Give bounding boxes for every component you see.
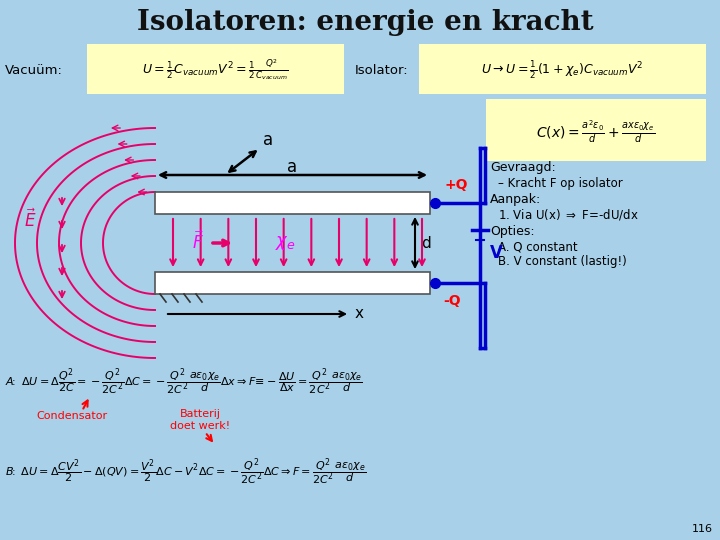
Text: A. Q constant: A. Q constant: [498, 240, 577, 253]
Text: $C(x) = \frac{a^2\varepsilon_0}{d} + \frac{ax\varepsilon_0\chi_e}{d}$: $C(x) = \frac{a^2\varepsilon_0}{d} + \fr…: [536, 119, 656, 145]
Text: a: a: [263, 131, 273, 149]
Bar: [155, 192, 430, 214]
Text: Opties:: Opties:: [490, 226, 535, 239]
Text: +Q: +Q: [445, 178, 469, 192]
Text: B. V constant (lastig!): B. V constant (lastig!): [498, 255, 626, 268]
FancyBboxPatch shape: [486, 99, 706, 161]
Text: Batterij
doet werk!: Batterij doet werk!: [170, 409, 230, 431]
Text: Isolator:: Isolator:: [355, 64, 409, 77]
Text: -Q: -Q: [443, 294, 461, 308]
Text: 1. Via U(x) $\Rightarrow$ F=-dU/dx: 1. Via U(x) $\Rightarrow$ F=-dU/dx: [498, 207, 639, 222]
Text: d: d: [421, 235, 431, 251]
Text: Vacuüm:: Vacuüm:: [5, 64, 63, 77]
Text: $U = \frac{1}{2}C_{vacuum}V^2 = \frac{1}{2}\frac{Q^2}{C_{vacuum}}$: $U = \frac{1}{2}C_{vacuum}V^2 = \frac{1}…: [142, 58, 288, 83]
Text: 116: 116: [692, 524, 713, 534]
Text: $A\!\!:\ \Delta U = \Delta\dfrac{Q^2}{2C} = -\dfrac{Q^2}{2C^2}\Delta C = -\dfrac: $A\!\!:\ \Delta U = \Delta\dfrac{Q^2}{2C…: [5, 367, 363, 397]
Text: a: a: [287, 158, 297, 176]
Text: $U \rightarrow U = \frac{1}{2}(1+\chi_e)C_{vacuum}V^2$: $U \rightarrow U = \frac{1}{2}(1+\chi_e)…: [481, 59, 643, 81]
Text: – Kracht F op isolator: – Kracht F op isolator: [498, 177, 623, 190]
Text: V: V: [490, 244, 503, 262]
FancyBboxPatch shape: [419, 44, 706, 94]
Text: Aanpak:: Aanpak:: [490, 193, 541, 206]
Text: Isolatoren: energie en kracht: Isolatoren: energie en kracht: [137, 9, 593, 36]
Text: x: x: [355, 307, 364, 321]
Text: $\vec{F}$: $\vec{F}$: [192, 231, 204, 253]
Bar: [155, 272, 430, 294]
Text: $B\!\!:\ \Delta U = \Delta\dfrac{CV^2}{2} - \Delta(QV) = \dfrac{V^2}{2}\Delta C : $B\!\!:\ \Delta U = \Delta\dfrac{CV^2}{2…: [5, 456, 366, 488]
FancyBboxPatch shape: [87, 44, 344, 94]
Text: $\chi_e$: $\chi_e$: [274, 234, 295, 252]
Text: Gevraagd:: Gevraagd:: [490, 161, 556, 174]
Text: $\vec{E}$: $\vec{E}$: [24, 209, 36, 231]
Text: Condensator: Condensator: [37, 411, 107, 421]
